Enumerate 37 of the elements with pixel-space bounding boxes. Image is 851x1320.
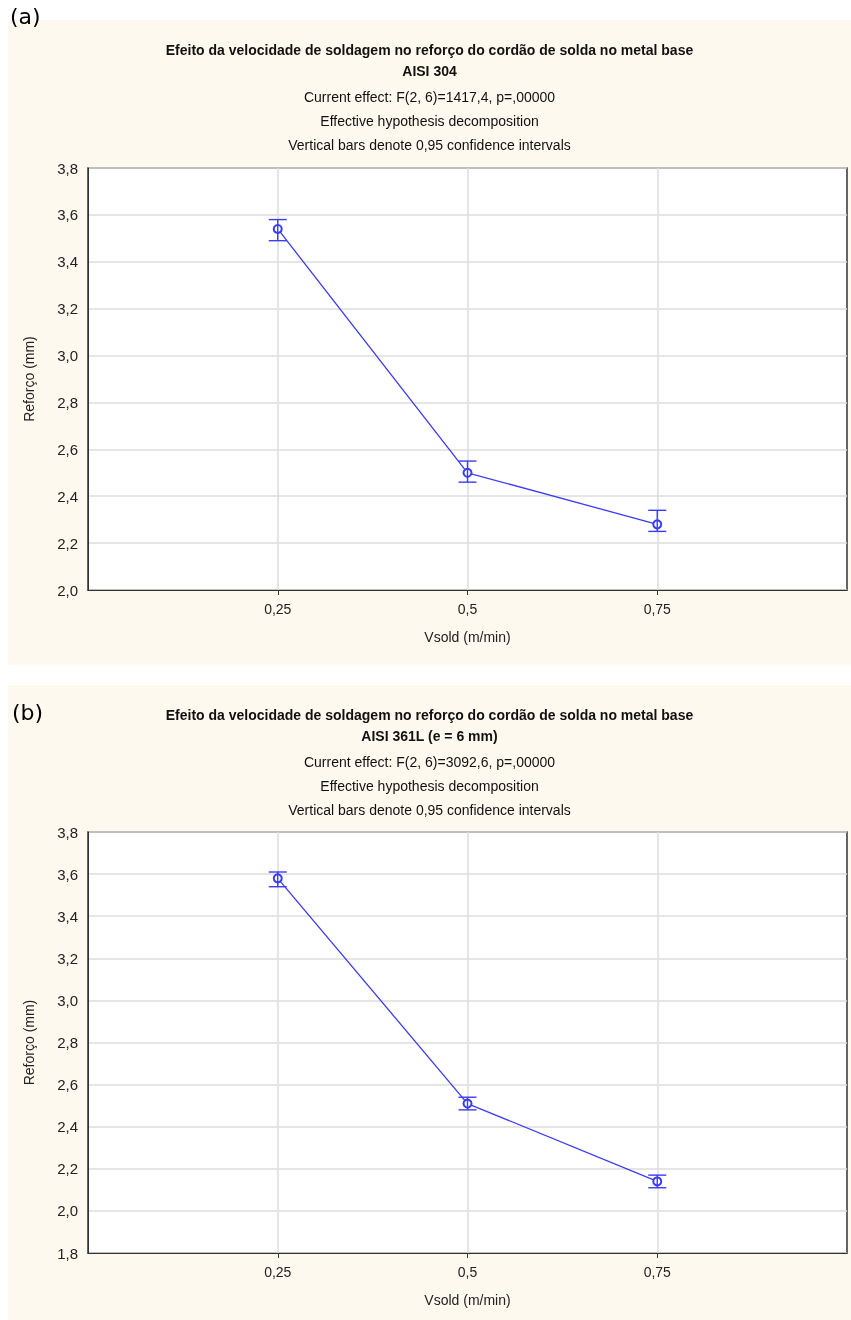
chart-subtitle: Current effect: F(2, 6)=3092,6, p=,00000 Effective hypothesis decomposition Vertical bars denote 0,95 confidence intervals xyxy=(288,754,571,818)
y-tick-label: 3,6 xyxy=(57,206,78,224)
y-tick-label: 3,4 xyxy=(57,253,78,271)
y-tick-label: 2,0 xyxy=(57,1202,78,1220)
y-tick-label: 2,2 xyxy=(57,1160,78,1178)
x-tick-label: 0,25 xyxy=(264,1264,292,1280)
x-tick-label: 0,5 xyxy=(457,1264,478,1280)
y-tick-label: 2,0 xyxy=(57,581,78,599)
y-tick-label: 2,8 xyxy=(57,393,78,411)
y-tick-label: 2,4 xyxy=(57,1118,78,1136)
chart-title: Efeito da velocidade de soldagem no reforço do cordão de solda no metal base AISI 361L (e = 6 mm) xyxy=(165,706,694,744)
y-tick-label: 2,6 xyxy=(57,1076,78,1094)
y-axis-title: Reforço (mm) xyxy=(21,999,37,1086)
y-tick-label: 3,6 xyxy=(57,865,78,883)
text: (a) xyxy=(10,4,41,29)
x-tick-label: 0,75 xyxy=(643,601,672,617)
y-tick-label: 3,4 xyxy=(57,907,78,925)
y-tick-label: 2,2 xyxy=(57,534,78,552)
y-tick-label: 3,2 xyxy=(57,300,78,318)
y-tick-label: 2,4 xyxy=(57,487,78,505)
y-tick-label: 3,0 xyxy=(57,991,78,1009)
x-axis-title: Vsold (m/min) xyxy=(424,1292,511,1308)
x-axis-title: Vsold (m/min) xyxy=(424,629,511,645)
text: (b) xyxy=(12,700,44,725)
chart-subtitle: Current effect: F(2, 6)=1417,4, p=,00000 Effective hypothesis decomposition Vertical bars denote 0,95 confidence intervals xyxy=(288,89,571,153)
y-tick-label: 3,8 xyxy=(57,159,78,177)
y-tick-label: 3,8 xyxy=(57,823,78,841)
y-tick-label: 2,6 xyxy=(57,440,78,458)
y-tick-label: 1,8 xyxy=(57,1244,78,1262)
x-tick-label: 0,75 xyxy=(643,1264,672,1280)
chart-title: Efeito da velocidade de soldagem no reforço do cordão de solda no metal base AISI 304 xyxy=(165,41,694,79)
y-tick-label: 3,0 xyxy=(57,347,78,365)
y-axis-title: Reforço (mm) xyxy=(21,336,37,422)
x-tick-label: 0,25 xyxy=(264,601,292,617)
x-tick-label: 0,5 xyxy=(457,601,478,617)
y-tick-label: 3,2 xyxy=(57,949,78,967)
y-tick-label: 2,8 xyxy=(57,1034,78,1051)
